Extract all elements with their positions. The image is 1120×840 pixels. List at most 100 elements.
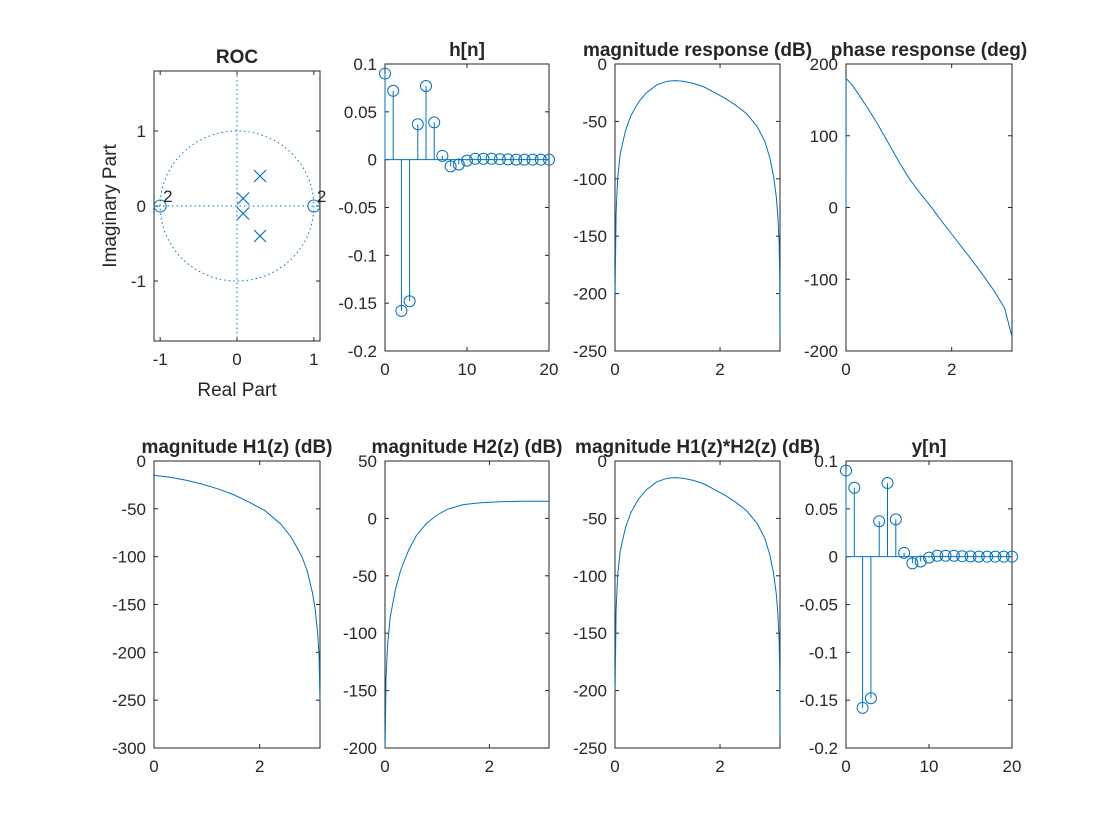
series-line [614, 477, 781, 737]
y-tick-label: 0 [829, 548, 838, 567]
axes-frame [845, 63, 1013, 352]
y-tick-label: -50 [352, 567, 377, 586]
stem-marker [981, 550, 994, 563]
pole-marker [253, 169, 267, 183]
stem-marker [436, 149, 449, 162]
stem-marker [881, 477, 894, 490]
pole-marker [253, 229, 267, 243]
stem-marker [923, 551, 935, 564]
y-tick-label: -0.05 [799, 596, 838, 615]
x-tick-label: 0 [610, 360, 619, 379]
y-tick-label: -100 [112, 548, 146, 567]
stem-marker [469, 152, 482, 165]
axes-frame [614, 63, 781, 352]
stem-marker [387, 84, 400, 97]
stem-marker [510, 153, 523, 166]
axes-frame [153, 460, 321, 749]
y-tick-label: -150 [573, 227, 607, 246]
pole-marker [236, 192, 250, 205]
y-tick-label: -250 [573, 342, 607, 361]
stem-marker [526, 153, 539, 166]
subplot-8: 0 10 20 -0.2 -0.15 -0.1 -0.05 0 0.05 0.1 y[n] [799, 437, 1021, 776]
series-line [153, 474, 321, 701]
y-tick-label: -200 [804, 342, 838, 361]
x-tick-label: 0 [380, 757, 389, 776]
series-line [845, 77, 1013, 337]
stem-marker [444, 160, 457, 173]
y-tick-label: -50 [121, 500, 146, 519]
y-tick-label: -0.15 [338, 294, 377, 313]
x-tick-label: 2 [947, 360, 956, 379]
subplot-title: magnitude H2(z) (dB) [371, 437, 562, 458]
axes-frame [614, 460, 781, 749]
x-tick-label: 0 [232, 350, 241, 369]
subplot-title: magnitude H1(z)*H2(z) (dB) [575, 437, 820, 458]
y-tick-label: -0.2 [809, 739, 838, 758]
y-tick-label: 0 [598, 55, 607, 74]
y-tick-label: -150 [343, 682, 377, 701]
stem-marker [956, 550, 969, 563]
x-tick-label: 20 [1003, 757, 1022, 776]
x-tick-label: 2 [255, 757, 264, 776]
y-tick-label: -150 [573, 624, 607, 643]
zero-multiplicity-label: 2 [317, 187, 326, 206]
y-tick-label: 200 [810, 55, 838, 74]
y-tick-label: -0.1 [348, 246, 377, 265]
stem-marker [947, 549, 960, 562]
y-tick-label: -250 [573, 739, 607, 758]
y-tick-label: 1 [137, 122, 146, 141]
stem-marker [518, 153, 531, 166]
x-tick-label: 0 [149, 757, 158, 776]
stem-marker [1006, 550, 1018, 563]
x-tick-label: 2 [485, 757, 494, 776]
stem-marker [543, 153, 555, 166]
y-tick-label: -250 [112, 691, 146, 710]
x-tick-label: 10 [458, 360, 477, 379]
stem-marker [873, 515, 886, 528]
subplot-title: y[n] [912, 437, 947, 458]
stem-marker [403, 295, 416, 308]
x-tick-label: 2 [715, 757, 724, 776]
stem-marker [856, 701, 869, 714]
series-line [614, 80, 781, 340]
stem-marker [502, 153, 514, 166]
subplot-title: magnitude H1(z) (dB) [141, 437, 332, 458]
stem-marker [452, 158, 465, 171]
stem-marker [420, 80, 432, 93]
stem-marker [914, 555, 927, 568]
x-tick-label: 20 [540, 360, 559, 379]
y-tick-label: -200 [573, 682, 607, 701]
stem-marker [989, 550, 1002, 563]
x-tick-label: 2 [715, 360, 724, 379]
x-tick-label: 1 [309, 350, 318, 369]
x-tick-label: 0 [841, 360, 850, 379]
stem-marker [840, 464, 852, 477]
x-axis-label: Real Part [197, 380, 277, 401]
y-tick-label: -300 [112, 739, 146, 758]
stem-marker [864, 692, 877, 705]
y-tick-label: 0.1 [814, 452, 838, 471]
y-tick-label: -150 [112, 596, 146, 615]
x-tick-label: 0 [610, 757, 619, 776]
y-tick-label: -200 [573, 285, 607, 304]
y-tick-label: -0.15 [799, 691, 838, 710]
y-tick-label: -1 [131, 272, 146, 291]
stem-marker [485, 152, 498, 165]
x-tick-label: 0 [841, 757, 850, 776]
y-tick-label: 0 [137, 197, 146, 216]
stem-marker [964, 550, 977, 563]
y-tick-label: -50 [582, 112, 607, 131]
stem-marker [889, 513, 902, 526]
stem-marker [379, 67, 391, 80]
y-tick-label: -100 [573, 567, 607, 586]
stem-marker [848, 481, 861, 494]
subplot-1: -1 0 1 -1 0 1 ROC Real Part Imaginary Part 2 2 [100, 47, 326, 401]
stem-marker [461, 154, 473, 167]
subplot-title: h[n] [449, 40, 485, 61]
